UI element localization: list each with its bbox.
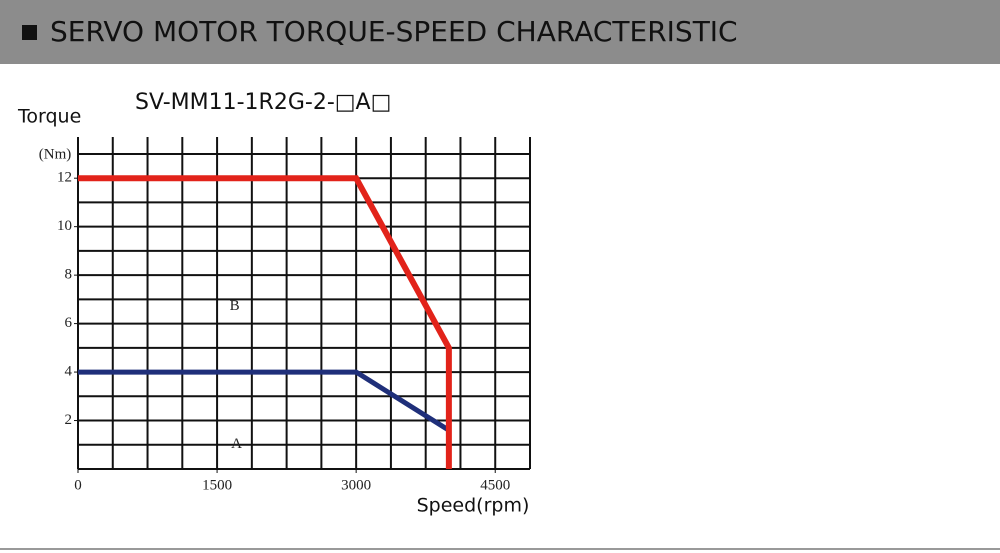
y-tick-label: 12 — [57, 170, 72, 186]
y-tick-label: 8 — [65, 267, 73, 283]
x-axis-label: Speed(rpm) — [417, 495, 530, 517]
region-label: A — [231, 436, 242, 452]
header-bar — [0, 0, 1000, 64]
x-tick-label: 3000 — [341, 477, 371, 493]
x-tick-label: 0 — [74, 477, 82, 493]
y-axis-label: Torque — [17, 106, 81, 128]
y-tick-label: 10 — [57, 218, 72, 234]
region-label: B — [230, 298, 240, 314]
header-title: SERVO MOTOR TORQUE-SPEED CHARACTERISTIC — [50, 15, 738, 48]
y-axis-unit: (Nm) — [39, 146, 72, 162]
header-bullet — [22, 25, 37, 40]
series-line — [78, 175, 452, 469]
x-tick-label: 1500 — [202, 477, 232, 493]
chart-title: SV-MM11-1R2G-2-□A□ — [135, 90, 391, 115]
y-tick-label: 2 — [65, 412, 73, 428]
y-tick-label: 4 — [65, 364, 73, 380]
y-tick-label: 6 — [65, 315, 73, 331]
x-tick-label: 4500 — [480, 477, 510, 493]
series-line — [78, 369, 451, 433]
